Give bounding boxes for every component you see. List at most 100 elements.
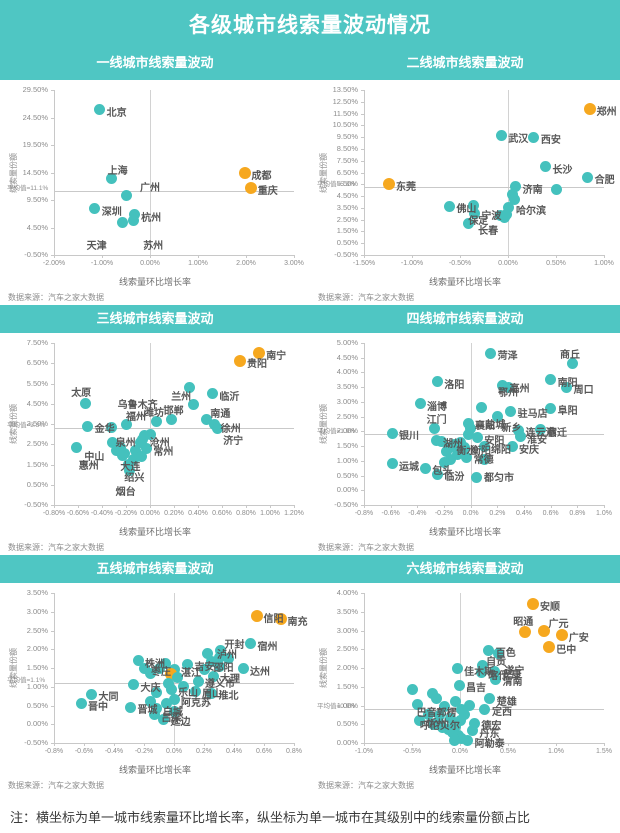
- data-point-丹东: [466, 725, 478, 737]
- city-label: 衡阳: [471, 445, 491, 457]
- y-tick-mark: [51, 743, 54, 744]
- x-tick-label: -0.2%: [134, 748, 154, 755]
- city-label: 包头: [432, 466, 453, 478]
- x-tick-mark: [508, 743, 509, 746]
- data-point: [550, 183, 562, 195]
- city-label: 泸州: [217, 649, 237, 661]
- y-tick-label: 13.50%: [332, 85, 358, 94]
- average-label: 平均值=1.1%: [7, 677, 46, 684]
- city-label: 兰州: [171, 391, 192, 403]
- y-tick-mark: [361, 101, 364, 103]
- city-label: 常德: [473, 455, 494, 467]
- x-tick-label: 0.00%: [140, 510, 160, 517]
- city-label: 开封: [224, 640, 245, 652]
- y-tick-mark: [361, 172, 364, 174]
- city-label: 乌鲁木齐: [117, 399, 158, 411]
- data-point-淮北: [206, 687, 217, 699]
- y-tick-mark: [361, 90, 364, 91]
- source-label: 数据来源：汽车之家大数据: [318, 543, 414, 552]
- city-label: 襄阳: [475, 421, 495, 433]
- y-tick-label: 0.50%: [336, 470, 358, 480]
- data-point-遵义市: [192, 675, 204, 687]
- data-point-佳木斯: [451, 663, 463, 675]
- city-label: 中山: [84, 452, 105, 464]
- city-label: 喀什: [488, 670, 509, 682]
- average-label: 平均值=5.3%: [317, 180, 356, 188]
- y-tick-label: 3.00%: [26, 606, 48, 616]
- y-tick-label: -0.50%: [24, 738, 48, 747]
- city-label: 佛山: [456, 204, 477, 216]
- data-point: [446, 727, 458, 738]
- data-point: [463, 217, 475, 229]
- y-tick-label: 9.50%: [336, 132, 358, 142]
- y-tick-mark: [51, 363, 54, 365]
- data-point-泉州: [106, 421, 118, 433]
- data-point-楚雄: [484, 693, 496, 705]
- source-label: 数据来源：汽车之家大数据: [318, 293, 414, 302]
- data-point-商丘: [566, 358, 578, 370]
- scatter-panel: 平均值=11.1% 29.50% 24.50% 19.50% 14.50% 9.50% 4.…: [0, 80, 310, 305]
- data-point-兰州: [187, 399, 199, 411]
- city-label: 湛江: [181, 667, 201, 679]
- data-point-达州: [237, 663, 249, 675]
- data-point-吉安: [182, 658, 193, 670]
- x-tick-label: 0.0%: [452, 748, 468, 755]
- data-point-合肥: [582, 171, 594, 183]
- city-label: 驻马店: [517, 409, 548, 421]
- data-point: [134, 436, 146, 448]
- city-label: 淄博: [427, 401, 447, 413]
- city-label: 大理: [220, 674, 240, 686]
- y-tick-label: 1.50%: [336, 226, 358, 236]
- x-tick-mark: [234, 743, 235, 746]
- city-label: 定西: [491, 707, 512, 719]
- city-label: 苏州: [143, 240, 164, 252]
- data-point-南阳: [545, 374, 557, 386]
- x-tick-mark: [114, 743, 115, 746]
- city-label: 盐城: [485, 419, 506, 431]
- data-point: [406, 683, 418, 695]
- city-label: 太原: [71, 388, 92, 400]
- y-tick-mark: [51, 724, 54, 726]
- x-tick-label: -0.40%: [90, 510, 114, 517]
- data-point: [119, 447, 131, 459]
- city-label: 阜阳: [557, 406, 578, 418]
- data-point: [465, 422, 477, 434]
- y-tick-label: 2.50%: [336, 411, 358, 421]
- y-tick-mark: [361, 611, 364, 613]
- y-tick-mark: [361, 401, 364, 403]
- city-label: 绍兴: [124, 472, 145, 484]
- data-point-新乡: [491, 411, 503, 423]
- data-point-西安: [528, 131, 540, 143]
- city-label: 杭州: [141, 212, 162, 224]
- x-tick-label: 0.60%: [212, 510, 232, 517]
- x-tick-label: -0.8%: [354, 510, 374, 517]
- y-tick-label: 0.00%: [336, 738, 358, 747]
- data-point-昭通: [519, 626, 532, 638]
- x-tick-label: 0.50%: [546, 260, 566, 267]
- x-tick-label: 0.00%: [498, 260, 518, 267]
- data-point-淮安: [514, 431, 526, 443]
- city-label: 宁波: [481, 211, 502, 223]
- panel-header-row: 五线城市线索量波动 六线城市线索量波动: [0, 555, 620, 583]
- average-label: 平均值=11.1%: [7, 185, 49, 193]
- data-point-绵阳: [478, 441, 490, 453]
- y-tick-mark: [361, 743, 364, 744]
- city-label: 邵阳: [213, 663, 234, 675]
- data-point: [171, 671, 183, 683]
- city-label: 沧州: [149, 437, 170, 449]
- x-tick-mark: [604, 743, 605, 746]
- data-point: [161, 698, 172, 710]
- city-label: 菏泽: [497, 351, 518, 363]
- data-point-阿克苏: [168, 694, 180, 705]
- x-tick-label: 0.00%: [140, 260, 160, 267]
- y-tick-mark: [51, 255, 54, 256]
- source-label: 数据来源：汽车之家大数据: [8, 293, 104, 302]
- x-tick-label: -0.80%: [42, 510, 66, 517]
- y-tick-label: 24.50%: [22, 112, 48, 122]
- city-label: 晋中: [88, 701, 108, 713]
- y-tick-label: 0.50%: [26, 479, 48, 489]
- data-point: [454, 437, 466, 449]
- data-point-渭南: [490, 673, 502, 685]
- data-point-阜阳: [545, 402, 557, 414]
- x-tick-label: 0.0%: [166, 748, 182, 755]
